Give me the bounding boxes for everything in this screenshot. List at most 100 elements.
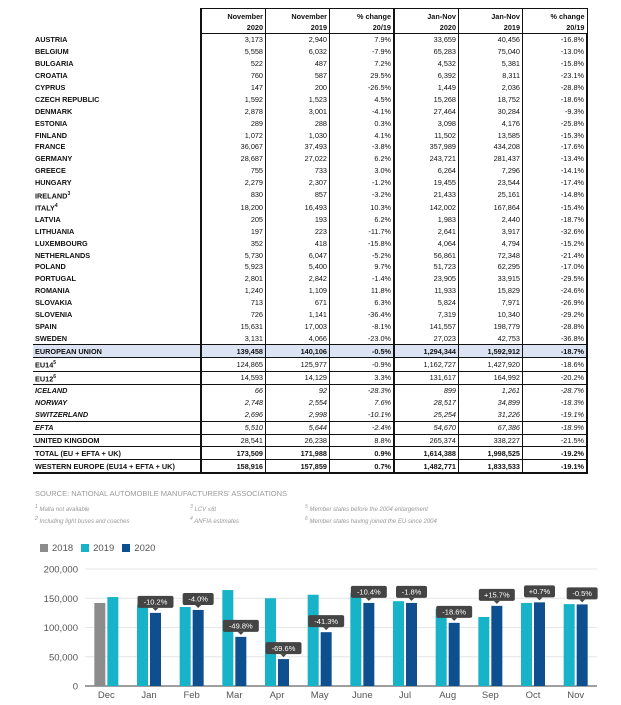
table-row: WESTERN EUROPE (EU14 + EFTA + UK) 158,916…	[33, 459, 588, 475]
cell-value: 713	[200, 296, 266, 309]
table-row: ITALY4 18,200 16,493 10.3% 142,002 167,864 -15…	[33, 201, 588, 214]
cell-value: -29.2%	[522, 308, 588, 321]
cell-value: 72,348	[458, 249, 523, 261]
table-row: ROMANIA 1,240 1,109 11.8% 11,933 15,829 -24.6%	[33, 284, 588, 297]
row-label: NORWAY	[35, 398, 68, 408]
cell-value: 36,067	[200, 141, 266, 153]
cell-value: 6,264	[393, 164, 459, 177]
cell-value: 4.5%	[329, 93, 395, 106]
cell-value: 4,794	[458, 237, 523, 250]
change-tooltip	[350, 585, 387, 598]
table-row: TOTAL (EU + EFTA + UK) 173,509 171,988 0.9%…	[33, 446, 588, 460]
cell-value: 1,162,727	[393, 357, 459, 372]
column-header: Jan-Nov 2019	[458, 8, 523, 34]
cell-value: -15.4%	[522, 201, 588, 214]
cell-value: 0.9%	[329, 446, 395, 460]
cell-value: -4.1%	[329, 105, 395, 118]
cell-value: 28,517	[393, 396, 459, 409]
cell-value: 2,801	[200, 272, 266, 285]
cell-value: 16,493	[265, 201, 330, 214]
monthly-registrations-chart: 0 50,000 100,000 150,000 200,000 Dec Jan -10.2%…	[44, 565, 598, 701]
table-row: LATVIA 205 193 6.2% 1,983 2,440 -18.7%	[33, 213, 588, 226]
footnote-2: 2 Including light buses and coaches	[35, 516, 130, 525]
change-label: -1.8%	[402, 588, 422, 597]
table-row: CZECH REPUBLIC 1,592 1,523 4.5% 15,268 18,752…	[33, 93, 588, 106]
cell-value: 7.6%	[329, 396, 395, 409]
cell-value: -0.9%	[329, 357, 395, 372]
row-label: SLOVAKIA	[35, 298, 73, 308]
cell-value: 1,614,388	[393, 446, 459, 460]
cell-value: 10.3%	[329, 201, 395, 214]
cell-value: 5,923	[200, 260, 266, 273]
cell-value: -19.1%	[522, 459, 588, 475]
table-row: EUROPEAN UNION 139,458 140,106 -0.5% 1,294,3…	[33, 344, 588, 359]
row-label: WESTERN EUROPE (EU14 + EFTA + UK)	[33, 459, 201, 475]
cell-value: -36.4%	[329, 308, 395, 321]
row-label: ICELAND	[33, 383, 201, 397]
bar-2018-dec	[94, 602, 106, 686]
table-row: SWEDEN 3,131 4,066 -23.0% 27,023 42,753 -36.8%	[33, 332, 588, 345]
table-row: CROATIA 760 587 29.5% 6,392 8,311 -23.1%	[33, 69, 588, 82]
tooltip-pointer	[323, 627, 330, 631]
cell-value: 1,998,525	[458, 446, 523, 460]
cell-value: 75,040	[458, 45, 523, 58]
x-tick-label: Oct	[526, 690, 541, 701]
bar-2019-june	[350, 592, 362, 686]
x-tick-label: Jan	[141, 690, 156, 701]
row-label: POLAND	[35, 262, 66, 272]
row-label: SWITZERLAND	[35, 410, 89, 420]
cell-value: 158,916	[200, 459, 266, 475]
bar-2019-dec	[107, 597, 119, 686]
cell-value: 223	[265, 225, 330, 238]
cell-value: 487	[265, 57, 330, 70]
cell-value: -3.2%	[329, 188, 395, 201]
cell-value: 434,208	[458, 141, 523, 153]
change-tooltip	[137, 595, 174, 608]
cell-value: 3,131	[200, 332, 266, 345]
table-row: NORWAY 2,748 2,554 7.6% 28,517 34,899 -18.3%	[33, 396, 588, 409]
table-row: BULGARIA 522 487 7.2% 4,532 5,381 -15.8%	[33, 57, 588, 70]
legend-item-2018[interactable]: 2018	[40, 543, 73, 554]
cell-value: 167,864	[458, 201, 523, 214]
bar-2019-mar	[222, 590, 234, 686]
cell-value: 243,721	[393, 152, 459, 165]
cell-value: 2,440	[458, 213, 523, 226]
cell-value: 5,730	[200, 249, 266, 261]
cell-value: 1,523	[265, 93, 330, 106]
y-tick-label: 50,000	[49, 652, 78, 663]
row-label: CYPRUS	[35, 83, 66, 92]
cell-value: -18.6%	[522, 93, 588, 106]
cell-value: -23.1%	[522, 69, 588, 82]
legend-item-2019[interactable]: 2019	[81, 543, 114, 554]
cell-value: 0.3%	[329, 117, 395, 130]
cell-value: 10,340	[458, 308, 523, 321]
cell-value: 857	[265, 188, 330, 201]
row-label: BULGARIA	[35, 59, 74, 69]
cell-value: -26.5%	[329, 81, 395, 94]
table-row: PORTUGAL 2,801 2,842 -1.4% 23,905 33,915 -29.5…	[33, 272, 588, 285]
cell-value: 19,455	[393, 176, 459, 189]
cell-value: 671	[265, 296, 330, 309]
cell-value: 205	[200, 213, 266, 226]
row-label: AUSTRIA	[35, 35, 68, 45]
row-label: BELGIUM	[35, 47, 69, 57]
header-blank	[33, 9, 201, 34]
cell-value: -17.6%	[522, 141, 588, 153]
bar-2020-aug	[448, 622, 460, 686]
bar-2020-may	[320, 632, 332, 686]
cell-value: 8.8%	[329, 433, 395, 447]
cell-value: 357,989	[393, 141, 459, 153]
cell-value: 587	[265, 69, 330, 82]
cell-value: 66	[200, 383, 266, 397]
column-header: Jan-Nov 2020	[393, 8, 459, 34]
cell-value: 125,977	[265, 357, 330, 372]
bar-2019-sep	[478, 616, 490, 686]
cell-value: 1,141	[265, 308, 330, 321]
cell-value: -18.6%	[522, 357, 588, 372]
y-tick-label: 100,000	[44, 623, 78, 634]
legend-item-2020[interactable]: 2020	[122, 543, 155, 554]
tooltip-pointer	[408, 597, 415, 601]
cell-value: -36.8%	[522, 332, 588, 345]
table-row: ICELAND 66 92 -28.3% 899 1,261 -28.7%	[33, 383, 588, 397]
bar-2019-nov	[563, 604, 575, 686]
